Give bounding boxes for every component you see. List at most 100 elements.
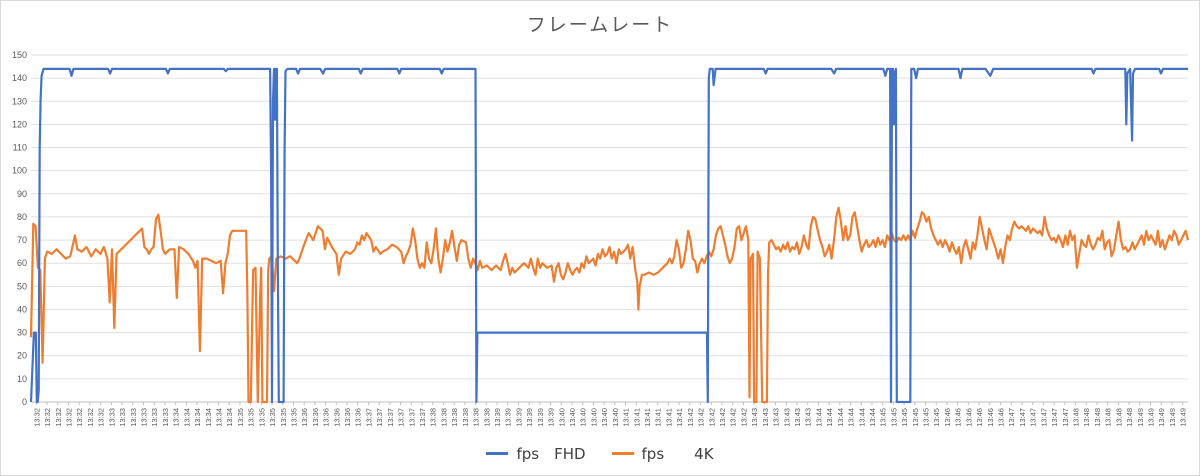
- x-tick-label: 13:49: [1157, 408, 1166, 427]
- x-tick-label: 13:37: [364, 408, 373, 427]
- x-tick-label: 13:47: [1050, 408, 1059, 427]
- x-tick-label: 13:37: [386, 408, 395, 427]
- x-tick-label: 13:41: [643, 408, 652, 427]
- x-tick-label: 13:43: [761, 408, 770, 427]
- x-tick-label: 13:40: [568, 408, 577, 427]
- x-tick-label: 13:36: [332, 408, 341, 427]
- y-tick-label: 70: [17, 235, 27, 245]
- x-tick-label: 13:40: [589, 408, 598, 427]
- y-tick-label: 50: [17, 281, 27, 291]
- y-tick-label: 100: [12, 166, 27, 176]
- x-tick-label: 13:43: [782, 408, 791, 427]
- y-tick-label: 90: [17, 189, 27, 199]
- x-tick-label: 13:39: [547, 408, 556, 427]
- x-tick-label: 13:40: [611, 408, 620, 427]
- x-tick-label: 13:36: [322, 408, 331, 427]
- x-tick-label: 13:38: [461, 408, 470, 427]
- y-tick-label: 10: [17, 374, 27, 384]
- x-tick-label: 13:36: [343, 408, 352, 427]
- x-tick-label: 13:36: [311, 408, 320, 427]
- x-tick-label: 13:46: [954, 408, 963, 427]
- x-tick-label: 13:34: [182, 408, 191, 427]
- x-tick-label: 13:44: [857, 408, 866, 427]
- x-tick-label: 13:34: [204, 408, 213, 427]
- x-tick-label: 13:42: [718, 408, 727, 427]
- y-tick-label: 80: [17, 212, 27, 222]
- x-tick-label: 13:43: [772, 408, 781, 427]
- x-tick-label: 13:49: [1179, 408, 1188, 427]
- y-tick-label: 30: [17, 328, 27, 338]
- x-tick-label: 13:44: [868, 408, 877, 427]
- x-tick-label: 13:35: [257, 408, 266, 427]
- legend-swatch-fhd: [486, 452, 509, 455]
- legend-swatch-4k: [611, 452, 634, 455]
- x-tick-label: 13:45: [922, 408, 931, 427]
- x-tick-label: 13:45: [911, 408, 920, 427]
- x-tick-label: 13:46: [986, 408, 995, 427]
- x-tick-label: 13:33: [139, 408, 148, 427]
- x-tick-label: 13:32: [43, 408, 52, 427]
- y-tick-label: 40: [17, 304, 27, 314]
- legend-item-4k: fps 4K: [611, 443, 714, 464]
- x-tick-label: 13:40: [579, 408, 588, 427]
- x-tick-label: 13:43: [793, 408, 802, 427]
- x-tick-label: 13:47: [1029, 408, 1038, 427]
- y-tick-label: 20: [17, 351, 27, 361]
- x-tick-label: 13:41: [622, 408, 631, 427]
- x-tick-label: 13:34: [172, 408, 181, 427]
- series-line-4k: [29, 206, 1190, 404]
- x-tick-label: 13:43: [750, 408, 759, 427]
- x-tick-label: 13:48: [1072, 408, 1081, 427]
- x-tick-label: 13:48: [1104, 408, 1113, 427]
- x-tick-label: 13:41: [675, 408, 684, 427]
- y-tick-label: 140: [12, 73, 27, 83]
- series-line-fhd: [29, 67, 1188, 404]
- x-tick-label: 13:45: [932, 408, 941, 427]
- x-tick-label: 13:32: [86, 408, 95, 427]
- x-tick-label: 13:48: [1082, 408, 1091, 427]
- x-tick-label: 13:47: [1039, 408, 1048, 427]
- x-tick-label: 13:37: [397, 408, 406, 427]
- y-tick-label: 110: [13, 143, 27, 153]
- x-tick-label: 13:38: [429, 408, 438, 427]
- x-tick-label: 13:35: [236, 408, 245, 427]
- x-tick-label: 13:44: [847, 408, 856, 427]
- x-tick-label: 13:38: [439, 408, 448, 427]
- x-tick-label: 13:44: [836, 408, 845, 427]
- x-tick-label: 13:45: [889, 408, 898, 427]
- x-tick-label: 13:46: [975, 408, 984, 427]
- x-tick-label: 13:44: [825, 408, 834, 427]
- x-tick-label: 13:42: [729, 408, 738, 427]
- x-tick-label: 13:35: [268, 408, 277, 427]
- legend-item-fhd: fps FHD: [486, 443, 586, 464]
- x-tick-label: 13:39: [493, 408, 502, 427]
- x-tick-label: 13:38: [472, 408, 481, 427]
- y-tick-label: 60: [17, 258, 27, 268]
- x-tick-label: 13:39: [525, 408, 534, 427]
- x-tick-label: 13:49: [1147, 408, 1156, 427]
- x-tick-label: 13:49: [1168, 408, 1177, 427]
- x-tick-label: 13:41: [654, 408, 663, 427]
- y-tick-label: 120: [12, 119, 27, 129]
- x-tick-label: 13:42: [707, 408, 716, 427]
- x-tick-label: 13:47: [1018, 408, 1027, 427]
- x-tick-label: 13:48: [1114, 408, 1123, 427]
- x-tick-label: 13:38: [482, 408, 491, 427]
- x-tick-label: 13:42: [697, 408, 706, 427]
- chart-title: フレームレート: [526, 14, 674, 36]
- x-tick-label: 13:46: [943, 408, 952, 427]
- x-tick-label: 13:36: [354, 408, 363, 427]
- x-tick-label: 13:39: [514, 408, 523, 427]
- x-tick-label: 13:32: [64, 408, 73, 427]
- x-tick-label: 13:33: [150, 408, 159, 427]
- x-tick-label: 13:33: [129, 408, 138, 427]
- x-tick-label: 13:48: [1093, 408, 1102, 427]
- x-tick-label: 13:45: [900, 408, 909, 427]
- y-tick-label: 130: [12, 96, 27, 106]
- x-tick-label: 13:32: [75, 408, 84, 427]
- x-tick-label: 13:39: [504, 408, 513, 427]
- x-tick-label: 13:33: [118, 408, 127, 427]
- x-tick-label: 13:38: [450, 408, 459, 427]
- x-tick-label: 13:33: [107, 408, 116, 427]
